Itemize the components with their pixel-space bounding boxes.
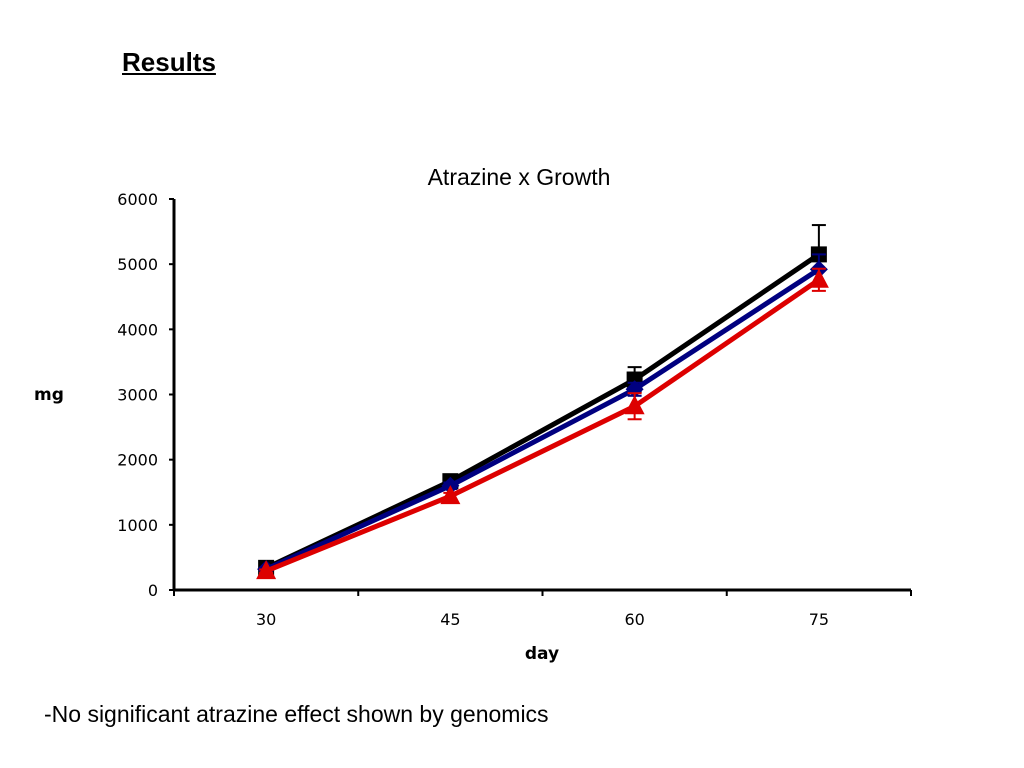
y-tick-label: 3000 [117,386,158,405]
x-tick-label: 30 [256,610,276,629]
y-tick-label: 4000 [117,320,158,339]
y-tick-label: 1000 [117,516,158,535]
data-point-triangle [440,485,461,505]
data-point-triangle [256,560,277,580]
y-tick-label: 0 [148,581,158,600]
x-axis-label: day [525,644,559,664]
y-axis-label: mg [34,385,64,405]
y-axis-ticks: 0 1000 2000 3000 4000 5000 6000 [117,190,174,600]
series-layer [256,224,829,580]
x-tick-label: 60 [624,610,644,629]
data-point-triangle [624,395,645,415]
x-tick-label: 45 [440,610,460,629]
series-1 [258,224,827,576]
data-point-triangle [808,268,829,288]
y-tick-label: 2000 [117,451,158,470]
genomics-note: -No significant atrazine effect shown by… [44,701,549,727]
chart-title: Atrazine x Growth [428,164,611,190]
x-axis-ticks: 30 45 60 75 [173,590,912,629]
y-tick-label: 5000 [117,255,158,274]
x-tick-label: 75 [809,610,829,629]
series-3 [256,267,829,580]
series-line [265,277,821,574]
results-heading: Results [122,47,216,77]
series-line [265,267,821,572]
series-line [265,252,821,571]
y-tick-label: 6000 [117,190,158,209]
